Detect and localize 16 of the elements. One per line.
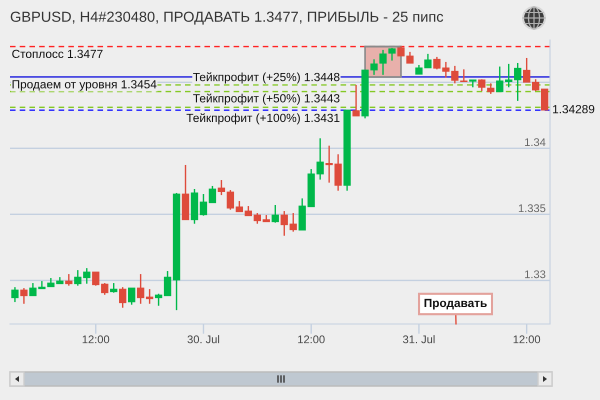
- x-tick-label: 30. Jul: [188, 335, 220, 344]
- y-tick-label: 1.335: [518, 204, 546, 212]
- x-tick-label: 31. Jul: [402, 335, 435, 344]
- ref-line-label: Продаем от уровня 1.3454: [12, 80, 156, 91]
- annotation: Продавать: [424, 298, 487, 310]
- ref-line-label: Тейкпрофит (+50%) 1.3443: [193, 94, 340, 105]
- ref-line-label: Стоплосс 1.3477: [12, 50, 103, 58]
- ref-line-label: Тейкпрофит (+25%) 1.3448: [193, 72, 340, 84]
- x-tick-label: 12:00: [82, 335, 110, 344]
- x-tick-label: 12:00: [298, 335, 325, 344]
- x-tick-label: 12:00: [514, 335, 540, 344]
- ref-line-label: 1.34289: [553, 104, 594, 114]
- chart-title: GBPUSD, H4#230480, ПРОДАВАТЬ 1.3477, ПРИБЫЛЬ - 25 пипс: [10, 12, 444, 25]
- ref-line-label: Тейкпрофит (+100%) 1.3431: [186, 113, 340, 124]
- y-tick-label: 1.33: [525, 270, 546, 278]
- y-tick-label: 1.34: [525, 138, 546, 146]
